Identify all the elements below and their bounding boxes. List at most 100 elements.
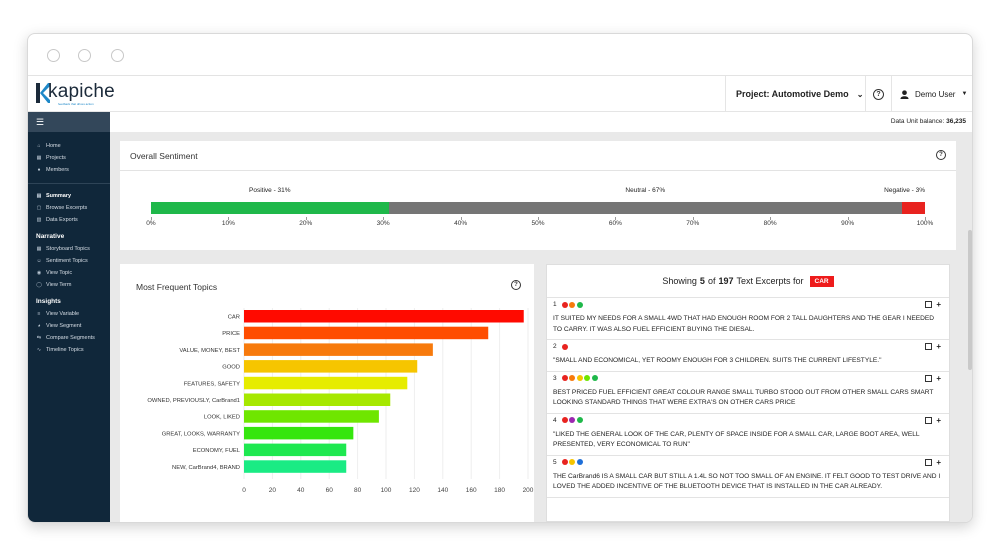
data-unit-balance: Data Unit balance: 36,235	[890, 118, 966, 125]
topic-bar[interactable]	[244, 460, 347, 473]
kapiche-logo[interactable]: kapiche feedback that drives action	[36, 81, 115, 106]
topic-dot	[569, 301, 576, 308]
topic-bar[interactable]	[244, 360, 418, 373]
page-scrollbar[interactable]	[968, 230, 972, 370]
add-icon[interactable]: +	[936, 415, 941, 425]
copy-icon[interactable]	[925, 374, 933, 382]
copy-icon[interactable]	[925, 458, 933, 466]
excerpt-header-row: 2 +	[553, 340, 943, 353]
excerpt-topic-dots	[561, 417, 585, 423]
add-icon[interactable]: +	[936, 342, 941, 351]
sidebar-divider	[28, 183, 110, 184]
topics-help-button[interactable]: ?	[511, 280, 521, 290]
x-tick-label: 160	[466, 487, 477, 494]
window-button-maximize[interactable]	[111, 49, 124, 62]
topic-bar[interactable]	[244, 376, 408, 390]
topic-category-label[interactable]: LOOK, LIKED	[204, 415, 240, 421]
sidebar-item-members[interactable]: ● Members	[37, 167, 69, 173]
sidebar-item-browse-excerpts[interactable]: ▢ Browse Excerpts	[36, 205, 88, 211]
sidebar-item-timeline-topics[interactable]: ∿ Timeline Topics	[36, 347, 84, 353]
excerpt-actions: +	[925, 458, 941, 467]
excerpts-header: Showing 5 of 197 Text Excerpts for CAR	[547, 265, 949, 298]
help-button[interactable]: ?	[865, 76, 891, 112]
topic-category-label[interactable]: FEATURES, SAFETY	[184, 381, 240, 387]
x-tick-label: 100	[381, 487, 392, 494]
topic-dot	[561, 343, 568, 350]
copy-icon[interactable]	[925, 416, 933, 424]
topic-bar[interactable]	[244, 393, 391, 407]
view-term-icon: ◯	[36, 282, 42, 288]
sidebar-item-home[interactable]: ⌂ Home	[37, 143, 61, 149]
sentiment-segment-0[interactable]	[151, 202, 389, 214]
sentiment-help-button[interactable]: ?	[936, 150, 946, 160]
sentiment-axis-tick-label: 20%	[299, 220, 313, 227]
sidebar-item-view-topic[interactable]: ◉ View Topic	[36, 270, 73, 276]
user-menu[interactable]: Demo User ▼	[891, 76, 972, 112]
overall-sentiment-title: Overall Sentiment	[130, 150, 198, 161]
copy-icon[interactable]	[925, 343, 933, 350]
sentiment-segment-2[interactable]	[902, 202, 925, 214]
logo-text: kapiche	[48, 81, 115, 102]
excerpt-text: "SMALL AND ECONOMICAL, YET ROOMY ENOUGH …	[553, 357, 882, 364]
sidebar-item-projects[interactable]: ▦ Projects	[36, 155, 66, 161]
app-window: kapiche feedback that drives action Proj…	[27, 33, 973, 523]
sidebar-item-sentiment-topics[interactable]: ☺ Sentiment Topics	[36, 258, 88, 264]
most-frequent-topics-card: Most Frequent Topics ? 0 20 40 60 80 100 120 14…	[120, 264, 534, 522]
sidebar-item-view-term[interactable]: ◯ View Term	[36, 282, 72, 288]
sidebar-heading-insights: Insights	[36, 298, 61, 305]
topic-bar[interactable]	[244, 443, 347, 457]
browse-icon: ▢	[36, 205, 42, 211]
topic-bar[interactable]	[244, 310, 524, 323]
topic-category-label[interactable]: OWNED, PREVIOUSLY, CarBrand1	[147, 398, 240, 404]
sidebar-item-view-variable[interactable]: ≡ View Variable	[37, 311, 80, 317]
topic-category-label[interactable]: GOOD	[222, 365, 240, 371]
sidebar-item-summary[interactable]: ▤ Summary	[36, 193, 72, 199]
topic-bar[interactable]	[244, 426, 354, 440]
excerpt-actions: +	[925, 342, 941, 351]
sidebar-item-data-exports[interactable]: ▧ Data Exports	[36, 217, 78, 223]
excerpt-number: 4	[553, 416, 557, 424]
topic-dot	[591, 375, 598, 381]
variable-icon: ≡	[37, 311, 41, 317]
topic-category-label[interactable]: GREAT, LOOKS, WARRANTY	[162, 431, 240, 437]
topic-tag[interactable]: CAR	[809, 275, 834, 287]
sentiment-axis-tick-label: 100%	[916, 220, 934, 227]
sentiment-axis-tick-mark	[305, 217, 307, 220]
logo-k-icon	[36, 83, 50, 103]
topic-bar[interactable]	[244, 326, 489, 340]
topic-bar[interactable]	[244, 343, 433, 356]
help-icon: ?	[511, 280, 521, 290]
sidebar-item-storyboard-topics[interactable]: ▦ Storyboard Topics	[36, 246, 90, 252]
hamburger-icon: ☰	[36, 116, 45, 127]
help-icon: ?	[936, 150, 946, 160]
window-button-minimize[interactable]	[78, 49, 91, 62]
excerpt-text: "LIKED THE GENERAL LOOK OF THE CAR, PLEN…	[553, 430, 920, 449]
sidebar-item-view-segment[interactable]: ◕ View Segment	[37, 323, 82, 329]
project-selector[interactable]: Project: Automotive Demo ⌄	[725, 76, 865, 112]
add-icon[interactable]: +	[936, 457, 941, 467]
add-icon[interactable]: +	[936, 373, 941, 383]
topic-dot	[561, 301, 568, 308]
add-icon[interactable]: +	[936, 300, 941, 309]
topic-dot	[576, 417, 583, 423]
sidebar-item-compare-segments[interactable]: ⇆ Compare Segments	[36, 335, 95, 341]
excerpt-topic-dots	[561, 343, 570, 350]
topic-category-label[interactable]: ECONOMY, FUEL	[193, 448, 241, 454]
sentiment-segment-1[interactable]	[388, 202, 902, 214]
user-name: Demo User	[915, 89, 956, 99]
projects-icon: ▦	[36, 155, 42, 161]
topic-category-label[interactable]: PRICE	[222, 331, 240, 337]
x-tick-label: 180	[494, 487, 505, 494]
excerpt-topic-dots	[561, 301, 585, 308]
topic-category-label[interactable]: CAR	[228, 314, 240, 320]
sentiment-axis-tick-mark	[770, 217, 772, 220]
sidebar-toggle[interactable]: ☰	[28, 112, 110, 132]
topic-category-label[interactable]: NEW, CarBrand4, BRAND	[172, 465, 240, 471]
chevron-down-icon: ⌄	[856, 89, 864, 99]
copy-icon[interactable]	[925, 301, 933, 308]
topic-category-label[interactable]: VALUE, MONEY, BEST	[179, 348, 240, 354]
main-content: Overall Sentiment ? Positive - 31% Neutra…	[110, 132, 972, 522]
sentiment-axis-tick-label: 30%	[376, 220, 390, 227]
topic-bar[interactable]	[244, 410, 379, 423]
window-button-close[interactable]	[47, 49, 60, 62]
